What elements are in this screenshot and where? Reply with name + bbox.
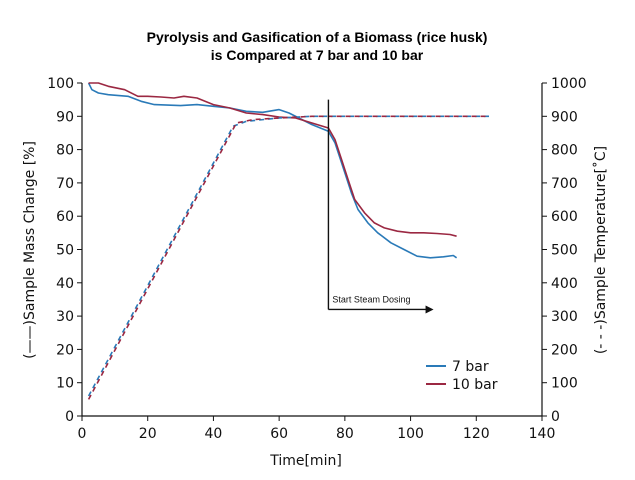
x-tick-label: 80 <box>336 426 354 442</box>
left-tick-label: 40 <box>56 276 74 292</box>
left-axis-ticks: 0 10 20 30 40 50 60 70 80 90 100 <box>47 76 82 425</box>
x-tick-label: 20 <box>139 426 157 442</box>
left-tick-label: 50 <box>56 243 74 259</box>
x-tick-label: 120 <box>463 426 490 442</box>
right-tick-label: 300 <box>551 309 578 325</box>
right-tick-label: 100 <box>551 376 578 392</box>
annotation-group: Start Steam Dosing <box>327 99 434 314</box>
right-tick-label: 900 <box>551 109 578 125</box>
chart-title-line-1: Pyrolysis and Gasification of a Biomass … <box>147 29 488 45</box>
x-tick-label: 60 <box>270 426 288 442</box>
x-tick-label: 100 <box>397 426 424 442</box>
left-tick-label: 60 <box>56 209 74 225</box>
left-axis-label: (——)Sample Mass Change [%] <box>22 141 38 359</box>
steam-dosing-arrowhead <box>425 305 434 314</box>
left-tick-label: 100 <box>47 76 74 92</box>
right-tick-label: 200 <box>551 342 578 358</box>
legend-label-7-bar: 7 bar <box>452 359 489 375</box>
x-tick-label: 40 <box>205 426 223 442</box>
right-tick-label: 500 <box>551 243 578 259</box>
left-tick-label: 10 <box>56 376 74 392</box>
series-group <box>87 82 490 400</box>
legend-label-10-bar: 10 bar <box>452 377 498 393</box>
x-axis-label: Time[min] <box>269 453 342 469</box>
left-tick-label: 70 <box>56 176 74 192</box>
series-line-10-bar-solid-mass <box>88 82 457 237</box>
left-tick-label: 90 <box>56 109 74 125</box>
left-tick-label: 80 <box>56 143 74 159</box>
right-tick-label: 0 <box>551 409 560 425</box>
right-tick-label: 600 <box>551 209 578 225</box>
steam-dosing-label: Start Steam Dosing <box>332 294 410 304</box>
x-tick-label: 0 <box>78 426 87 442</box>
right-axis-ticks: 0 100 200 300 400 500 600 700 800 900 1000 <box>542 76 587 425</box>
right-tick-label: 1000 <box>551 76 587 92</box>
series-line-7-bar-dashed-temperature <box>87 115 490 397</box>
right-axis-label: (- - -)Sample Temperature[˚C] <box>592 146 609 354</box>
left-tick-label: 0 <box>65 409 74 425</box>
x-tick-label: 140 <box>529 426 556 442</box>
left-tick-label: 20 <box>56 342 74 358</box>
right-tick-label: 800 <box>551 143 578 159</box>
x-axis-ticks: 0 20 40 60 80 100 120 140 <box>78 416 556 442</box>
right-tick-label: 400 <box>551 276 578 292</box>
left-tick-label: 30 <box>56 309 74 325</box>
legend: 7 bar 10 bar <box>426 359 498 393</box>
chart-title-line-2: is Compared at 7 bar and 10 bar <box>211 47 424 63</box>
right-tick-label: 700 <box>551 176 578 192</box>
